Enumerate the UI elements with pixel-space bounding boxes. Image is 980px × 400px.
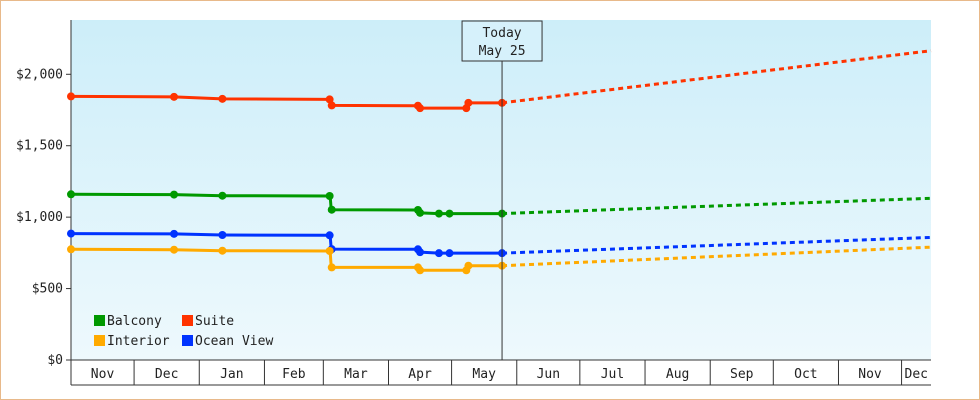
data-point [327, 263, 336, 272]
data-point [327, 101, 336, 110]
y-axis: $0 $500 $1,000 $1,500 $2,000 [16, 20, 72, 368]
series-balcony [67, 190, 932, 218]
legend-swatch [182, 335, 193, 346]
projection-line [501, 49, 932, 105]
legend-label: Suite [195, 314, 234, 329]
data-point [325, 192, 334, 200]
data-point [218, 191, 227, 200]
legend-swatch [94, 335, 105, 346]
x-tick-label: Jun [537, 367, 560, 382]
data-point [218, 246, 227, 255]
legend-label: Interior [107, 334, 170, 349]
legend-item-interior: Interior [94, 334, 170, 349]
today-marker: Today May 25 [461, 20, 543, 360]
today-label: Today [482, 26, 521, 41]
x-tick-label: Sep [730, 367, 754, 382]
data-point [325, 247, 334, 255]
y-tick-label: $1,500 [16, 139, 63, 154]
data-point [416, 208, 425, 217]
data-point [325, 95, 334, 104]
x-axis: Nov Dec Jan Feb Mar Apr May Jun Jul Aug Sep Oct Nov D… [70, 359, 931, 386]
legend-label: Balcony [107, 314, 162, 329]
data-point [327, 205, 336, 214]
x-tick-label: Dec [155, 367, 178, 382]
legend-item-suite: Suite [182, 314, 234, 329]
x-tick-label: Nov [91, 367, 115, 382]
legend-label: Ocean View [195, 334, 273, 349]
x-tick-label: Apr [408, 367, 432, 382]
y-tick-label: $500 [32, 282, 63, 297]
data-point [416, 266, 425, 275]
data-point [434, 209, 443, 218]
x-tick-label: Nov [858, 367, 882, 382]
series-suite [67, 49, 932, 113]
data-point [67, 190, 75, 199]
data-point [325, 231, 334, 240]
plot-area [71, 20, 931, 360]
x-tick-label: Dec [905, 367, 928, 382]
data-point [170, 92, 179, 101]
data-point [445, 249, 454, 258]
legend-swatch [182, 315, 193, 326]
y-tick-label: $2,000 [16, 67, 63, 82]
data-point [434, 249, 443, 258]
x-tick-label: Mar [344, 367, 368, 382]
data-point [416, 248, 425, 257]
x-tick-label: Feb [282, 367, 306, 382]
series-interior [67, 245, 932, 275]
data-point [170, 245, 179, 254]
data-point [218, 94, 227, 103]
x-tick-label: Oct [794, 367, 817, 382]
legend-item-balcony: Balcony [94, 314, 162, 329]
data-point [464, 98, 473, 107]
legend-item-ocean-view: Ocean View [182, 334, 273, 349]
data-point [170, 190, 179, 199]
data-point [464, 261, 473, 270]
legend-swatch [94, 315, 105, 326]
data-point [445, 209, 454, 218]
y-tick-label: $1,000 [16, 210, 63, 225]
legend: Balcony Suite Interior Ocean View [94, 314, 273, 349]
x-tick-label: Jul [601, 367, 624, 382]
y-tick-label: $0 [47, 353, 63, 368]
x-tick-label: May [472, 367, 496, 382]
data-point [416, 104, 425, 113]
data-point [67, 229, 75, 238]
today-date: May 25 [479, 44, 526, 59]
data-point [218, 231, 227, 239]
data-point [170, 229, 179, 238]
x-tick-label: Aug [666, 367, 689, 382]
data-point [67, 245, 75, 254]
today-callout-box [461, 20, 543, 62]
data-point [67, 92, 75, 101]
x-tick-label: Jan [220, 367, 243, 382]
